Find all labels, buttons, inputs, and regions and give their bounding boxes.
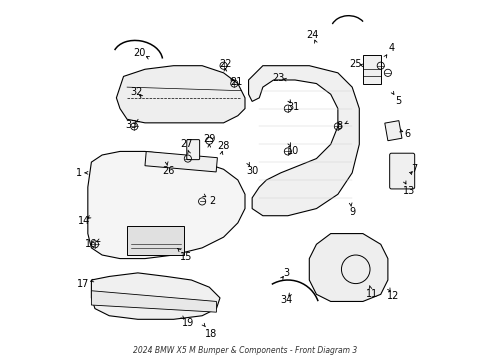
FancyBboxPatch shape bbox=[390, 153, 415, 189]
Text: 27: 27 bbox=[180, 139, 192, 149]
Text: 21: 21 bbox=[230, 77, 242, 87]
Text: 29: 29 bbox=[203, 134, 216, 144]
Text: 5: 5 bbox=[395, 96, 402, 107]
Text: 23: 23 bbox=[273, 73, 285, 83]
Text: 30: 30 bbox=[246, 166, 258, 176]
Bar bbox=[385, 121, 402, 141]
Text: 2024 BMW X5 M Bumper & Components - Front Diagram 3: 2024 BMW X5 M Bumper & Components - Fron… bbox=[133, 346, 357, 355]
Text: 32: 32 bbox=[130, 87, 142, 98]
Bar bbox=[127, 226, 184, 255]
Text: 24: 24 bbox=[307, 30, 319, 40]
Text: 28: 28 bbox=[218, 141, 230, 151]
Text: 33: 33 bbox=[125, 120, 138, 130]
Text: 3: 3 bbox=[283, 268, 289, 278]
Text: 16: 16 bbox=[85, 239, 97, 249]
Bar bbox=[363, 55, 381, 84]
Text: 12: 12 bbox=[387, 291, 399, 301]
Text: 6: 6 bbox=[404, 129, 411, 139]
Text: 7: 7 bbox=[412, 164, 418, 174]
Text: 34: 34 bbox=[280, 295, 292, 305]
PathPatch shape bbox=[309, 234, 388, 301]
Text: 9: 9 bbox=[349, 207, 355, 217]
Text: 10: 10 bbox=[287, 147, 299, 157]
Text: 8: 8 bbox=[337, 121, 343, 131]
Text: 22: 22 bbox=[219, 59, 232, 69]
Text: 4: 4 bbox=[389, 43, 394, 53]
Text: 1: 1 bbox=[76, 168, 82, 178]
PathPatch shape bbox=[92, 291, 217, 312]
Text: 20: 20 bbox=[133, 48, 146, 58]
PathPatch shape bbox=[88, 152, 245, 258]
Text: 2: 2 bbox=[210, 197, 216, 206]
Text: 26: 26 bbox=[162, 166, 174, 176]
Text: 15: 15 bbox=[180, 252, 192, 262]
PathPatch shape bbox=[248, 66, 359, 216]
Text: 14: 14 bbox=[78, 216, 90, 226]
Text: 19: 19 bbox=[182, 318, 194, 328]
Text: 17: 17 bbox=[77, 279, 90, 289]
PathPatch shape bbox=[117, 66, 245, 123]
Text: 31: 31 bbox=[287, 102, 299, 112]
Text: 13: 13 bbox=[403, 186, 416, 196]
Bar bbox=[145, 152, 218, 172]
PathPatch shape bbox=[92, 273, 220, 319]
Text: 25: 25 bbox=[349, 59, 362, 69]
FancyBboxPatch shape bbox=[187, 140, 199, 159]
Text: 11: 11 bbox=[366, 289, 378, 299]
Text: 18: 18 bbox=[205, 329, 217, 339]
